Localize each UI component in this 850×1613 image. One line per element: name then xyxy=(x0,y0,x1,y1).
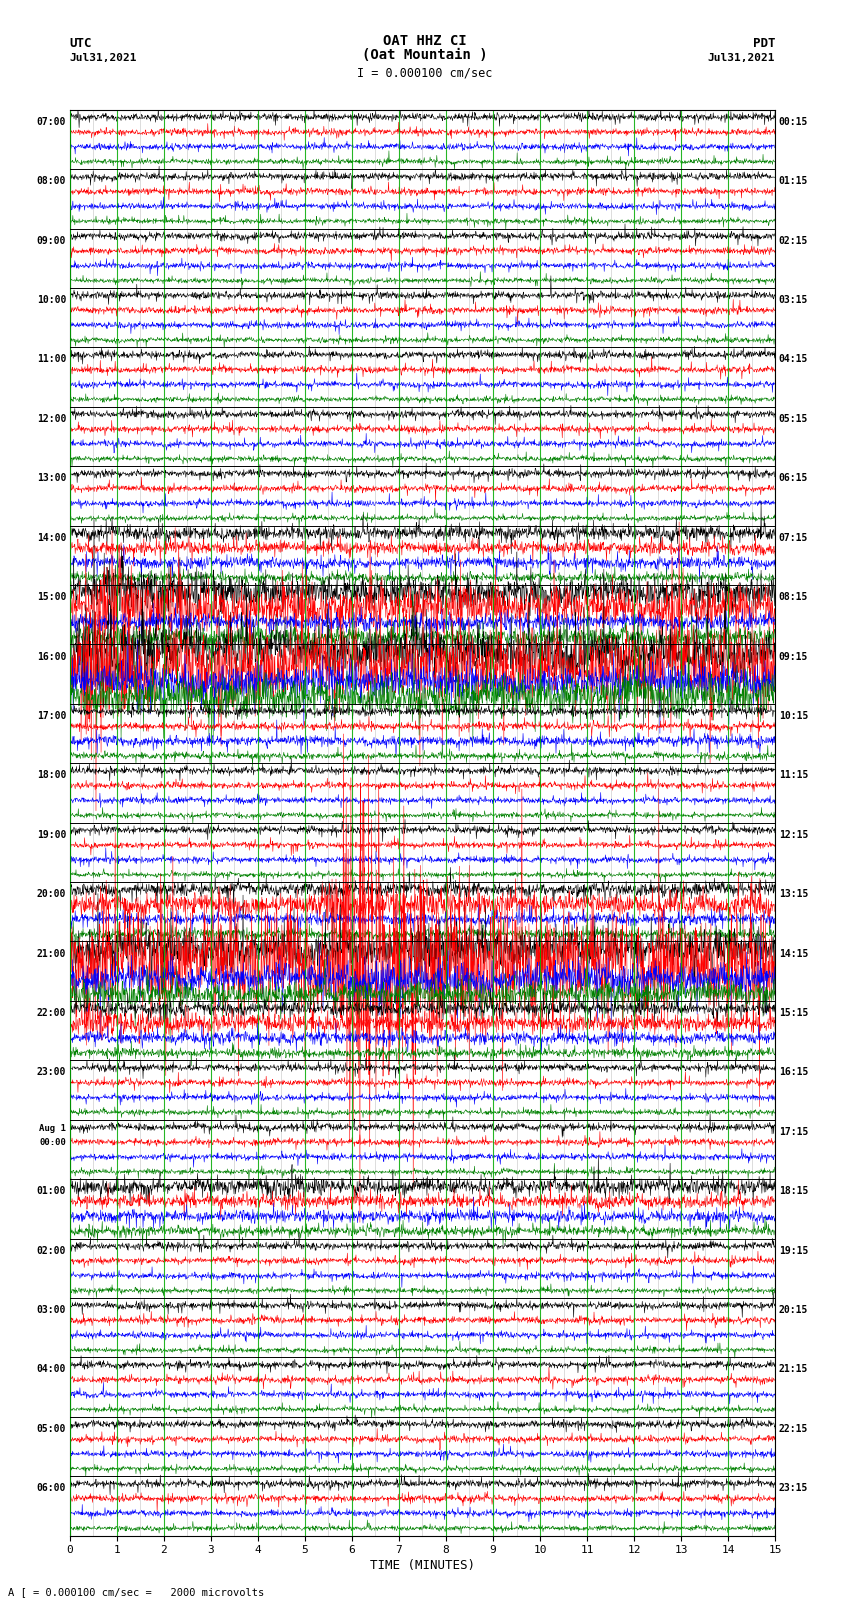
Text: 10:15: 10:15 xyxy=(779,711,808,721)
Text: 09:00: 09:00 xyxy=(37,235,66,245)
Text: 06:15: 06:15 xyxy=(779,473,808,484)
Text: 03:00: 03:00 xyxy=(37,1305,66,1315)
Text: OAT HHZ CI: OAT HHZ CI xyxy=(383,34,467,48)
Text: 15:00: 15:00 xyxy=(37,592,66,602)
Text: Jul31,2021: Jul31,2021 xyxy=(70,53,137,63)
Text: 08:15: 08:15 xyxy=(779,592,808,602)
Text: PDT: PDT xyxy=(753,37,775,50)
X-axis label: TIME (MINUTES): TIME (MINUTES) xyxy=(370,1560,475,1573)
Text: I = 0.000100 cm/sec: I = 0.000100 cm/sec xyxy=(357,66,493,79)
Text: 16:15: 16:15 xyxy=(779,1068,808,1077)
Text: 07:15: 07:15 xyxy=(779,532,808,542)
Text: 02:00: 02:00 xyxy=(37,1245,66,1255)
Text: 12:15: 12:15 xyxy=(779,829,808,840)
Text: 06:00: 06:00 xyxy=(37,1484,66,1494)
Text: 11:00: 11:00 xyxy=(37,355,66,365)
Text: Aug 1: Aug 1 xyxy=(39,1124,66,1132)
Text: 12:00: 12:00 xyxy=(37,415,66,424)
Text: 01:00: 01:00 xyxy=(37,1186,66,1197)
Text: 18:15: 18:15 xyxy=(779,1186,808,1197)
Text: 05:00: 05:00 xyxy=(37,1424,66,1434)
Text: (Oat Mountain ): (Oat Mountain ) xyxy=(362,48,488,63)
Text: 15:15: 15:15 xyxy=(779,1008,808,1018)
Text: 17:15: 17:15 xyxy=(779,1127,808,1137)
Text: 07:00: 07:00 xyxy=(37,116,66,127)
Text: 21:00: 21:00 xyxy=(37,948,66,958)
Text: 05:15: 05:15 xyxy=(779,415,808,424)
Text: Jul31,2021: Jul31,2021 xyxy=(708,53,775,63)
Text: 23:15: 23:15 xyxy=(779,1484,808,1494)
Text: 20:00: 20:00 xyxy=(37,889,66,898)
Text: 09:15: 09:15 xyxy=(779,652,808,661)
Text: 04:15: 04:15 xyxy=(779,355,808,365)
Text: 21:15: 21:15 xyxy=(779,1365,808,1374)
Text: 22:00: 22:00 xyxy=(37,1008,66,1018)
Text: 00:15: 00:15 xyxy=(779,116,808,127)
Text: 20:15: 20:15 xyxy=(779,1305,808,1315)
Text: 04:00: 04:00 xyxy=(37,1365,66,1374)
Text: 19:00: 19:00 xyxy=(37,829,66,840)
Text: 23:00: 23:00 xyxy=(37,1068,66,1077)
Text: 13:15: 13:15 xyxy=(779,889,808,898)
Text: 14:15: 14:15 xyxy=(779,948,808,958)
Text: 17:00: 17:00 xyxy=(37,711,66,721)
Text: 11:15: 11:15 xyxy=(779,771,808,781)
Text: 16:00: 16:00 xyxy=(37,652,66,661)
Text: 01:15: 01:15 xyxy=(779,176,808,185)
Text: 14:00: 14:00 xyxy=(37,532,66,542)
Text: 02:15: 02:15 xyxy=(779,235,808,245)
Text: 03:15: 03:15 xyxy=(779,295,808,305)
Text: 18:00: 18:00 xyxy=(37,771,66,781)
Text: 22:15: 22:15 xyxy=(779,1424,808,1434)
Text: UTC: UTC xyxy=(70,37,92,50)
Text: 10:00: 10:00 xyxy=(37,295,66,305)
Text: 00:00: 00:00 xyxy=(39,1139,66,1147)
Text: 19:15: 19:15 xyxy=(779,1245,808,1255)
Text: A [ = 0.000100 cm/sec =   2000 microvolts: A [ = 0.000100 cm/sec = 2000 microvolts xyxy=(8,1587,264,1597)
Text: 08:00: 08:00 xyxy=(37,176,66,185)
Text: 13:00: 13:00 xyxy=(37,473,66,484)
